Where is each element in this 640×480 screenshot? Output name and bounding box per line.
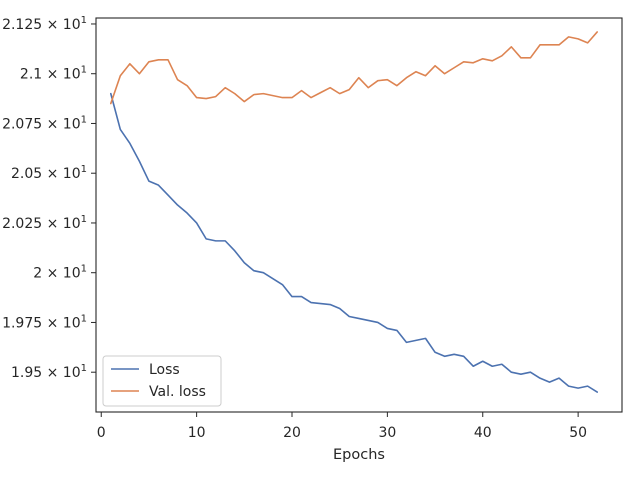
- x-tick-label: 30: [378, 425, 396, 441]
- legend-label-val-loss: Val. loss: [149, 384, 206, 400]
- x-tick-label: 0: [97, 425, 106, 441]
- series-line-1: [109, 31, 599, 105]
- y-tick-exponent: 1: [81, 65, 87, 76]
- y-tick-mantissa: 1.95: [11, 365, 42, 381]
- y-tick-label: 2.125 × 101: [2, 15, 87, 33]
- y-tick-mantissa: 2.1: [20, 67, 42, 83]
- y-tick-label: 1.975 × 101: [2, 313, 87, 331]
- x-tick-label: 20: [283, 425, 301, 441]
- y-tick-label: 2.05 × 101: [11, 164, 87, 182]
- y-tick-exponent: 1: [81, 214, 87, 225]
- y-tick-label: 1.95 × 101: [11, 363, 87, 381]
- legend-label-loss: Loss: [149, 362, 180, 378]
- x-axis-ticks: 0 10 20 30 40 50: [97, 412, 587, 441]
- y-tick-mantissa: 1.975: [2, 315, 42, 331]
- y-tick-mantissa: 2.025: [2, 216, 42, 232]
- x-tick-label: 50: [569, 425, 587, 441]
- legend: Loss Val. loss: [102, 355, 222, 407]
- series-layer: [109, 31, 599, 393]
- series-line-0: [109, 92, 599, 393]
- y-tick-exponent: 1: [81, 164, 87, 175]
- y-tick-exponent: 1: [81, 363, 87, 374]
- x-tick-label: 10: [188, 425, 206, 441]
- plot-frame: [95, 17, 623, 413]
- y-tick-mantissa: 2.075: [2, 116, 42, 132]
- y-tick-label: 2.075 × 101: [2, 114, 87, 132]
- y-tick-mantissa: 2: [33, 266, 42, 282]
- y-tick-label: 2.025 × 101: [2, 214, 87, 232]
- y-tick-exponent: 1: [81, 313, 87, 324]
- y-tick-label: 2 × 101: [33, 264, 87, 282]
- y-tick-exponent: 1: [81, 114, 87, 125]
- y-tick-mantissa: 2.125: [2, 17, 42, 33]
- y-tick-exponent: 1: [81, 15, 87, 26]
- x-tick-label: 40: [474, 425, 492, 441]
- y-tick-label: 2.1 × 101: [20, 65, 87, 83]
- y-tick-mantissa: 2.05: [11, 166, 42, 182]
- x-axis-label: Epochs: [333, 447, 385, 463]
- y-tick-exponent: 1: [81, 264, 87, 275]
